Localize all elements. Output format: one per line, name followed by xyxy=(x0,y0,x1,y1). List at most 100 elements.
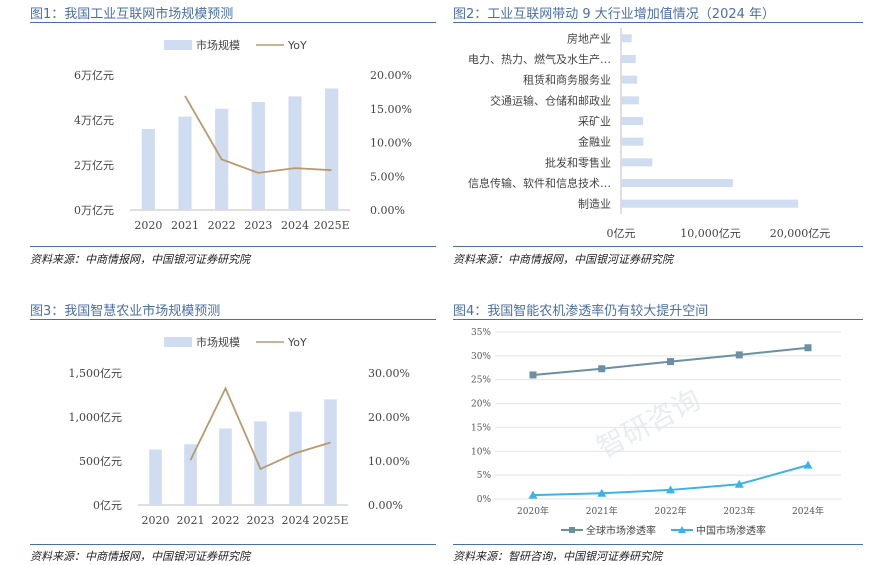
line-chart: 智研咨询 0% 5% 10% 15% 20% 25% 30% 35% 2020年 2021年 2022… xyxy=(471,328,841,537)
data-point xyxy=(804,344,812,352)
data-point xyxy=(598,365,606,373)
data-point xyxy=(667,358,674,366)
x-tick-label: 2024 xyxy=(281,219,309,232)
category-label: 信息传输、软件和信息技术… xyxy=(468,176,611,190)
bar xyxy=(251,102,265,210)
series-line-yoy xyxy=(184,95,332,174)
x-tick-label: 2023 xyxy=(244,219,272,232)
bar xyxy=(621,137,644,146)
y-tick-label: 35% xyxy=(471,328,491,338)
source-note: 资料来源：中商情报网，中国银河证券研究院 xyxy=(30,550,250,563)
bar xyxy=(288,96,302,210)
combo-chart: 市场规模 YoY 0亿元 500亿元 1,000亿元 1,500亿元 0.00% 10.00%… xyxy=(69,335,410,527)
y-tick-label-right: 5.00% xyxy=(370,170,405,183)
bar xyxy=(254,421,267,505)
x-tick-label: 2025E xyxy=(312,514,348,527)
panel-agri-machinery-penetration: 图4：我国智能农机渗透率仍有较大提升空间 智研咨询 0% 5% 10% 15% 20% 25… xyxy=(453,297,863,565)
legend-label: YoY xyxy=(287,39,307,52)
y-tick-label-left: 4万亿元 xyxy=(74,114,114,127)
data-point xyxy=(735,351,743,359)
source-rule xyxy=(453,544,863,545)
bar xyxy=(324,399,337,505)
title-rule xyxy=(453,319,863,320)
data-point xyxy=(597,488,607,497)
y-tick-label-right: 0.00% xyxy=(368,499,403,512)
x-tick-label: 2020 xyxy=(134,219,162,232)
combo-chart: 市场规模 YoY 0万亿元 2万亿元 4万亿元 6万亿元 0.00% 5.00% 10.00% 1… xyxy=(74,38,412,232)
series-line-yoy xyxy=(189,386,331,471)
y-tick-label-left: 500亿元 xyxy=(79,455,122,468)
source-rule xyxy=(30,544,436,545)
legend-label: 市场规模 xyxy=(196,335,240,349)
y-tick-label: 0% xyxy=(477,495,492,505)
title-rule xyxy=(453,22,863,23)
y-tick-label: 30% xyxy=(471,352,491,362)
bar xyxy=(621,75,638,84)
x-tick-label: 2020年 xyxy=(517,505,549,517)
bar xyxy=(621,199,799,208)
y-tick-label-right: 15.00% xyxy=(370,103,412,116)
category-label: 交通运输、仓储和邮政业 xyxy=(490,93,611,107)
y-tick-label: 10% xyxy=(471,447,491,457)
x-tick-label: 0亿元 xyxy=(607,227,636,240)
panel-nine-industries: 图2：工业互联网带动 9 大行业增加值情况（2024 年） 房地产业 电力、热力、… xyxy=(453,0,863,280)
bar xyxy=(621,55,636,63)
legend-label: YoY xyxy=(287,336,307,349)
bar xyxy=(149,449,162,505)
category-label: 批发和零售业 xyxy=(545,155,611,169)
y-tick-label-right: 0.00% xyxy=(370,204,405,217)
x-tick-label: 2022 xyxy=(212,514,240,527)
y-tick-label: 20% xyxy=(471,400,491,410)
bar xyxy=(289,411,302,505)
x-tick-label: 2024年 xyxy=(792,505,824,517)
y-tick-label-right: 10.00% xyxy=(370,137,412,150)
category-label: 房地产业 xyxy=(567,31,611,45)
source-note: 资料来源：中商情报网，中国银河证券研究院 xyxy=(453,253,673,266)
y-tick-label-right: 20.00% xyxy=(370,69,412,82)
legend-marker-triangle xyxy=(678,526,686,533)
y-tick-label: 15% xyxy=(471,423,491,433)
bar xyxy=(325,88,339,210)
y-tick-label-left: 1,500亿元 xyxy=(69,367,123,380)
legend-marker-square xyxy=(569,527,575,533)
legend-swatch-bars xyxy=(164,40,192,50)
legend-swatch-bars xyxy=(164,337,192,347)
data-point xyxy=(666,485,675,494)
y-tick-label-right: 20.00% xyxy=(368,411,410,424)
data-point xyxy=(803,460,813,469)
source-note: 资料来源：中商情报网，中国银河证券研究院 xyxy=(30,253,250,266)
panel-title: 图4：我国智能农机渗透率仍有较大提升空间 xyxy=(453,304,709,319)
x-tick-label: 2022年 xyxy=(655,505,687,517)
y-tick-label-right: 30.00% xyxy=(368,367,410,380)
data-point xyxy=(528,490,538,499)
x-tick-label: 10,000亿元 xyxy=(680,227,741,240)
legend-label: 中国市场渗透率 xyxy=(696,524,766,537)
category-label: 采矿业 xyxy=(578,115,611,128)
y-tick-label: 25% xyxy=(471,376,491,386)
bar xyxy=(621,96,639,105)
x-tick-label: 20,000亿元 xyxy=(770,227,831,240)
source-rule xyxy=(453,246,863,247)
category-label: 金融业 xyxy=(578,135,611,149)
y-tick-label-left: 0亿元 xyxy=(93,499,122,512)
y-tick-label-right: 10.00% xyxy=(368,455,410,468)
panel-smart-agriculture-market: 图3：我国智慧农业市场规模预测 市场规模 YoY 0亿元 500亿元 1,000亿元 1,… xyxy=(30,297,436,565)
data-point xyxy=(734,479,744,488)
x-tick-label: 2021年 xyxy=(586,505,618,517)
panel-industrial-internet-market: 图1：我国工业互联网市场规模预测 市场规模 YoY 0万亿元 2万亿元 4万亿元 6万亿元… xyxy=(30,0,436,280)
x-tick-label: 2021 xyxy=(171,219,199,232)
title-rule xyxy=(30,22,436,23)
category-label: 制造业 xyxy=(578,197,611,211)
source-rule xyxy=(30,246,436,247)
category-label: 租赁和商务服务业 xyxy=(523,73,611,87)
x-tick-label: 2020 xyxy=(142,514,170,527)
source-note: 资料来源：智研咨询，中国银河证券研究院 xyxy=(453,550,662,563)
watermark: 智研咨询 xyxy=(591,383,705,465)
data-point xyxy=(529,371,537,379)
y-tick-label-left: 6万亿元 xyxy=(74,69,114,82)
x-tick-label: 2025E xyxy=(314,219,350,232)
y-tick-label-left: 2万亿元 xyxy=(74,159,114,172)
x-tick-label: 2023 xyxy=(247,514,275,527)
bar xyxy=(621,117,643,125)
